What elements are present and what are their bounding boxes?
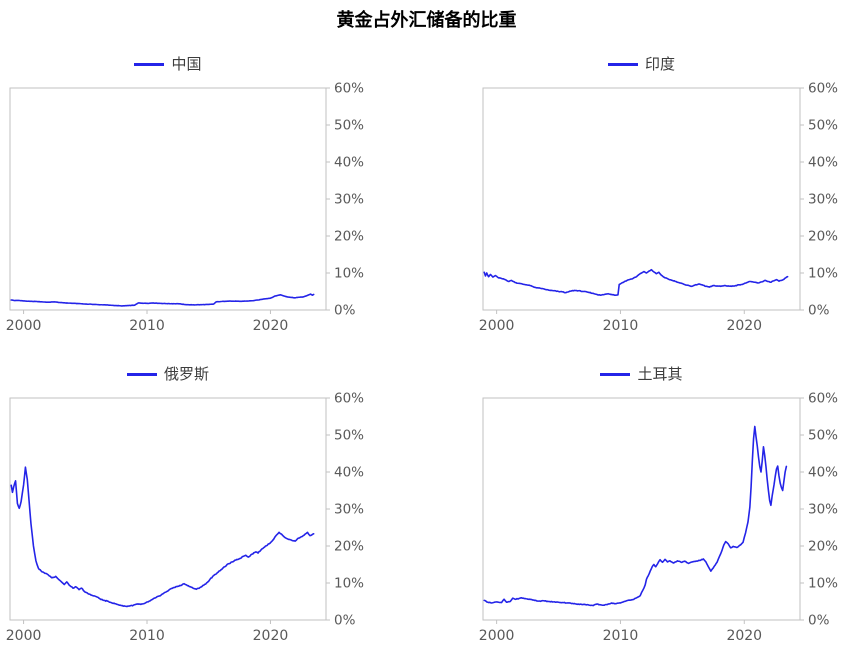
y-tick-label: 50% (334, 428, 364, 444)
x-tick-label: 2000 (479, 628, 515, 644)
y-tick-label: 10% (808, 576, 838, 592)
plot-frame (482, 397, 801, 621)
y-tick-label: 40% (808, 465, 838, 481)
y-tick-label: 30% (808, 192, 838, 208)
x-tick-label: 2020 (253, 318, 289, 334)
y-tick-label: 20% (334, 539, 364, 555)
x-tick-label: 2000 (479, 318, 515, 334)
y-tick-label: 30% (334, 502, 364, 518)
series-line (483, 425, 788, 607)
y-tick-label: 50% (808, 428, 838, 444)
y-tick-label: 0% (334, 613, 356, 629)
series-line (483, 268, 789, 297)
y-tick-label: 60% (808, 391, 838, 407)
y-tick-label: 40% (334, 155, 364, 171)
india-chart-canvas: 0% 10% 20% 30% 40% 50% 60% 2000 2010 2020 (479, 81, 838, 335)
plot-frame (9, 397, 327, 621)
y-tick-label: 50% (808, 118, 838, 134)
x-tick-label: 2020 (253, 628, 289, 644)
x-tick-label: 2020 (726, 628, 762, 644)
series-line (10, 466, 315, 608)
y-tick-label: 50% (334, 118, 364, 134)
y-tick-label: 0% (334, 303, 356, 319)
chart-panel-india: 0% 10% 20% 30% 40% 50% 60% 2000 2010 2020 印度 (427, 42, 853, 352)
y-tick-label: 0% (808, 303, 830, 319)
x-tick-label: 2010 (603, 628, 639, 644)
plot-frame (482, 87, 801, 311)
y-tick-label: 10% (808, 266, 838, 282)
china-chart-canvas: 0% 10% 20% 30% 40% 50% 60% 2000 2010 2020 (6, 81, 364, 335)
y-tick-label: 40% (808, 155, 838, 171)
plot-frame (9, 87, 327, 311)
y-tick-label: 10% (334, 266, 364, 282)
y-tick-label: 0% (808, 613, 830, 629)
chart-panel-russia: 0% 10% 20% 30% 40% 50% 60% 2000 2010 2020 俄罗斯 (0, 352, 426, 662)
chart-panel-china: 0% 10% 20% 30% 40% 50% 60% 2000 2010 2020 中国 (0, 42, 426, 352)
y-tick-label: 20% (808, 539, 838, 555)
y-tick-label: 60% (808, 81, 838, 97)
x-tick-label: 2000 (6, 318, 42, 334)
y-tick-label: 60% (334, 391, 364, 407)
x-tick-label: 2010 (129, 628, 165, 644)
y-tick-label: 40% (334, 465, 364, 481)
x-tick-label: 2000 (6, 628, 42, 644)
y-tick-label: 30% (334, 192, 364, 208)
x-tick-label: 2010 (129, 318, 165, 334)
x-tick-label: 2020 (726, 318, 762, 334)
page-title: 黄金占外汇储备的比重 (336, 10, 517, 31)
x-tick-label: 2010 (603, 318, 639, 334)
turkey-chart-canvas: 0% 10% 20% 30% 40% 50% 60% 2000 2010 2020 (479, 391, 838, 645)
y-tick-label: 10% (334, 576, 364, 592)
y-tick-label: 30% (808, 502, 838, 518)
chart-panel-turkey: 0% 10% 20% 30% 40% 50% 60% 2000 2010 2020 土耳其 (427, 352, 853, 662)
y-tick-label: 20% (334, 229, 364, 245)
y-tick-label: 60% (334, 81, 364, 97)
series-line (10, 293, 315, 307)
y-tick-label: 20% (808, 229, 838, 245)
russia-chart-canvas: 0% 10% 20% 30% 40% 50% 60% 2000 2010 2020 (6, 391, 364, 645)
